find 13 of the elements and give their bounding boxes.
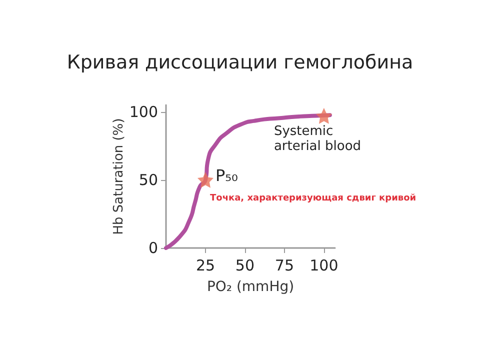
annotation: Точка, характеризующая сдвиг кривой xyxy=(210,194,416,204)
chart-title: Кривая диссоциации гемоглобина xyxy=(66,52,414,74)
x-tick-label: 100 xyxy=(310,256,338,274)
x-tick-label: 75 xyxy=(274,256,294,274)
annotation: Systemic arterial blood xyxy=(274,124,362,154)
x-tick-label: 50 xyxy=(235,256,255,274)
x-tick-label: 25 xyxy=(196,256,216,274)
annotation: P₅₀ xyxy=(215,166,238,185)
y-tick-label: 0 xyxy=(148,239,158,257)
y-tick-label: 100 xyxy=(129,102,158,121)
x-axis-title: PO₂ (mmHg) xyxy=(206,279,294,295)
y-axis-title: Hb Saturation (%) xyxy=(111,118,126,235)
y-tick-label: 50 xyxy=(138,170,158,189)
